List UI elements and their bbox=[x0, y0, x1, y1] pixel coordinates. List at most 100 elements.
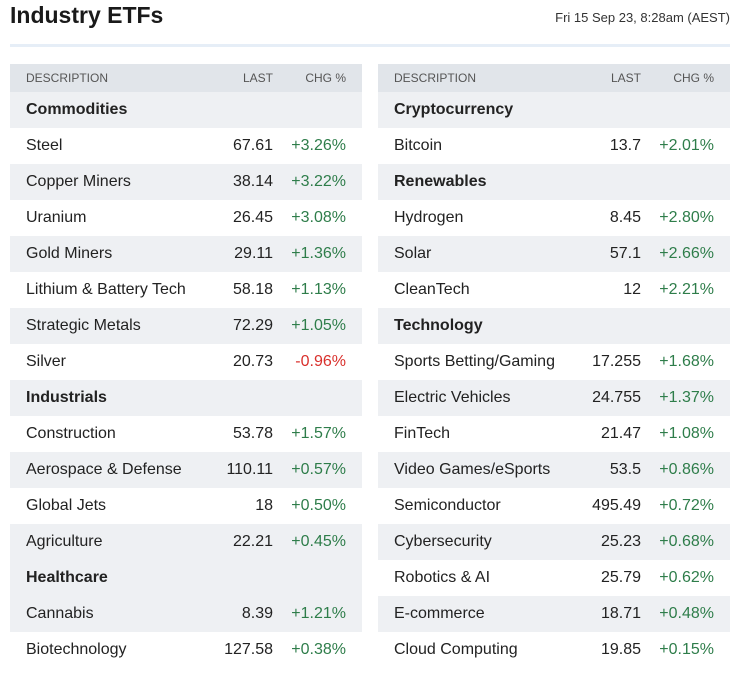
change-pct: +2.21% bbox=[659, 281, 714, 298]
table-header: DESCRIPTION LAST CHG % bbox=[378, 64, 730, 92]
change-pct: +0.62% bbox=[659, 569, 714, 586]
last-price: 53.5 bbox=[609, 461, 641, 478]
last-price: 25.23 bbox=[600, 533, 641, 550]
title: Industry ETFs bbox=[10, 2, 164, 28]
etf-row: Construction 53.78 +1.57% bbox=[10, 416, 362, 452]
last-price: 17.255 bbox=[592, 353, 641, 370]
last-price: 12 bbox=[623, 281, 641, 298]
etf-row: FinTech 21.47 +1.08% bbox=[378, 416, 730, 452]
etf-row: Uranium 26.45 +3.08% bbox=[10, 200, 362, 236]
section-name: Technology bbox=[394, 317, 483, 334]
change-pct: +0.50% bbox=[291, 497, 346, 514]
etf-name: Uranium bbox=[26, 209, 87, 226]
etf-row: Gold Miners 29.11 +1.36% bbox=[10, 236, 362, 272]
section-row: Commodities bbox=[10, 92, 362, 128]
last-price: 8.39 bbox=[241, 605, 273, 622]
last-price: 110.11 bbox=[226, 461, 273, 478]
etf-row: Silver 20.73 -0.96% bbox=[10, 344, 362, 380]
section-name: Industrials bbox=[26, 389, 107, 406]
last-price: 18 bbox=[255, 497, 273, 514]
etf-name: Aerospace & Defense bbox=[26, 461, 182, 478]
table-header: DESCRIPTION LAST CHG % bbox=[10, 64, 362, 92]
etf-name: Strategic Metals bbox=[26, 317, 141, 334]
column-header: CHG % bbox=[305, 71, 346, 85]
etf-name: Video Games/eSports bbox=[394, 461, 551, 478]
etf-row: Strategic Metals 72.29 +1.05% bbox=[10, 308, 362, 344]
change-pct: +1.68% bbox=[659, 353, 714, 370]
etf-row: Sports Betting/Gaming 17.255 +1.68% bbox=[378, 344, 730, 380]
etf-name: Cannabis bbox=[26, 605, 94, 622]
last-price: 38.14 bbox=[232, 173, 273, 190]
etf-name: Silver bbox=[26, 353, 67, 370]
last-price: 29.11 bbox=[234, 245, 273, 262]
etf-name: Gold Miners bbox=[26, 245, 113, 262]
last-price: 72.29 bbox=[232, 317, 273, 334]
change-pct: +1.37% bbox=[659, 389, 714, 406]
change-pct: +1.57% bbox=[291, 425, 346, 442]
change-pct: +0.38% bbox=[291, 641, 346, 658]
section-row: Industrials bbox=[10, 380, 362, 416]
etf-name: Agriculture bbox=[26, 533, 103, 550]
etf-name: Copper Miners bbox=[26, 173, 131, 190]
last-price: 67.61 bbox=[232, 137, 273, 154]
etf-name: Bitcoin bbox=[394, 137, 443, 154]
etf-name: Robotics & AI bbox=[394, 569, 491, 586]
last-price: 58.18 bbox=[232, 281, 273, 298]
timestamp: Fri 15 Sep 23, 8:28am (AEST) bbox=[555, 10, 730, 25]
last-price: 18.71 bbox=[600, 605, 641, 622]
etf-name: Semiconductor bbox=[394, 497, 501, 514]
change-pct: +0.48% bbox=[659, 605, 714, 622]
etf-row: Cannabis 8.39 +1.21% bbox=[10, 596, 362, 632]
etf-name: Steel bbox=[26, 137, 63, 154]
change-pct: +3.26% bbox=[291, 137, 346, 154]
etf-name: Cloud Computing bbox=[394, 641, 518, 658]
change-pct: +1.13% bbox=[291, 281, 346, 298]
change-pct: +2.66% bbox=[659, 245, 714, 262]
change-pct: +2.01% bbox=[659, 137, 714, 154]
last-price: 53.78 bbox=[232, 425, 273, 442]
etf-name: Construction bbox=[26, 425, 116, 442]
last-price: 8.45 bbox=[609, 209, 641, 226]
change-pct: +1.36% bbox=[291, 245, 346, 262]
section-name: Renewables bbox=[394, 173, 487, 190]
etf-name: Solar bbox=[394, 245, 432, 262]
change-pct: -0.96% bbox=[295, 353, 346, 370]
column-header: DESCRIPTION bbox=[394, 71, 477, 85]
section-name: Commodities bbox=[26, 101, 128, 118]
change-pct: +0.72% bbox=[659, 497, 714, 514]
etf-table: DESCRIPTION LAST CHG % Commodities Steel 67.6… bbox=[10, 64, 362, 668]
etf-row: Cloud Computing 19.85 +0.15% bbox=[378, 632, 730, 668]
last-price: 20.73 bbox=[232, 353, 273, 370]
etf-name: FinTech bbox=[394, 425, 451, 442]
change-pct: +0.45% bbox=[291, 533, 346, 550]
last-price: 127.58 bbox=[224, 641, 273, 658]
column-header: DESCRIPTION bbox=[26, 71, 109, 85]
etf-name: Lithium & Battery Tech bbox=[26, 281, 186, 298]
change-pct: +3.22% bbox=[291, 173, 346, 190]
section-row: Healthcare bbox=[10, 560, 362, 596]
etf-row: Solar 57.1 +2.66% bbox=[378, 236, 730, 272]
last-price: 24.755 bbox=[592, 389, 641, 406]
section-row: Cryptocurrency bbox=[378, 92, 730, 128]
change-pct: +1.21% bbox=[291, 605, 346, 622]
etf-row: E-commerce 18.71 +0.48% bbox=[378, 596, 730, 632]
last-price: 21.47 bbox=[600, 425, 641, 442]
change-pct: +0.15% bbox=[659, 641, 714, 658]
column-header: CHG % bbox=[673, 71, 714, 85]
last-price: 26.45 bbox=[232, 209, 273, 226]
etf-name: Electric Vehicles bbox=[394, 389, 511, 406]
last-price: 495.49 bbox=[592, 497, 641, 514]
etf-row: Copper Miners 38.14 +3.22% bbox=[10, 164, 362, 200]
etf-row: Lithium & Battery Tech 58.18 +1.13% bbox=[10, 272, 362, 308]
last-price: 57.1 bbox=[609, 245, 641, 262]
section-name: Healthcare bbox=[26, 569, 108, 586]
etf-row: Biotechnology 127.58 +0.38% bbox=[10, 632, 362, 668]
etf-name: Hydrogen bbox=[394, 209, 464, 226]
etf-name: Sports Betting/Gaming bbox=[394, 353, 555, 370]
change-pct: +3.08% bbox=[291, 209, 346, 226]
change-pct: +1.08% bbox=[659, 425, 714, 442]
etf-row: CleanTech 12 +2.21% bbox=[378, 272, 730, 308]
section-row: Technology bbox=[378, 308, 730, 344]
etf-name: E-commerce bbox=[394, 605, 485, 622]
